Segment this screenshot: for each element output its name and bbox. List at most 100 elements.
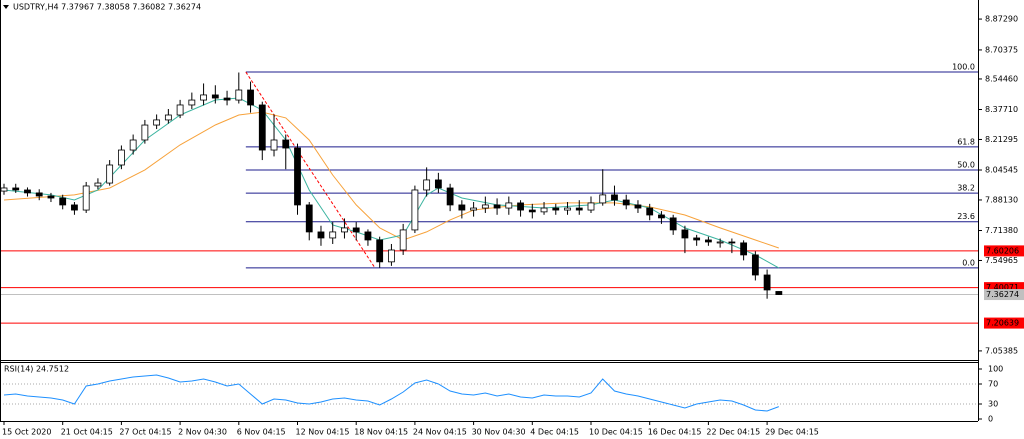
- candle-body: [223, 97, 231, 101]
- candle-body: [751, 254, 759, 276]
- candle-body: [211, 94, 219, 99]
- x-tick-label: 15 Oct 2020: [2, 428, 51, 437]
- candle-body: [317, 231, 325, 239]
- candle-body: [376, 239, 384, 263]
- y-tick-label: 8.54460: [985, 74, 1018, 83]
- candle-body: [282, 139, 290, 149]
- candle-body: [329, 231, 337, 239]
- frame: [0, 0, 979, 422]
- candle-body: [200, 94, 207, 101]
- price-tag: [984, 317, 1024, 329]
- candle-body: [528, 209, 536, 213]
- candle-body: [446, 187, 454, 206]
- candle-body: [728, 241, 736, 244]
- candle-body: [164, 114, 172, 121]
- x-tick-label: 18 Nov 04:15: [354, 428, 408, 437]
- candle-body: [564, 207, 571, 211]
- candle-body: [423, 179, 431, 191]
- candle-body: [82, 185, 90, 211]
- x-tick-label: 4 Dec 04:15: [530, 428, 579, 437]
- chart-title: USDTRY,H4 7.37967 7.38058 7.36082 7.3627…: [13, 3, 201, 12]
- candle-body: [505, 202, 513, 209]
- candle-body: [258, 104, 266, 151]
- y-tick-label: 100: [988, 365, 1003, 374]
- candle-body: [681, 229, 689, 239]
- x-tick-label: 21 Oct 04:15: [61, 428, 113, 437]
- y-tick-label: 0: [988, 415, 993, 424]
- x-tick-label: 2 Nov 04:30: [178, 428, 227, 437]
- candle-body: [775, 291, 783, 295]
- candle-body: [540, 207, 548, 213]
- candle-body: [364, 231, 372, 241]
- y-tick-label: 70: [988, 380, 998, 389]
- candle-body: [658, 214, 665, 219]
- y-tick-label: 30: [988, 400, 998, 409]
- y-tick-label: 7.88130: [985, 195, 1018, 204]
- candle-body: [270, 139, 278, 151]
- y-tick-label: 8.87290: [985, 15, 1018, 24]
- candle-body: [153, 119, 161, 126]
- fib-label: 0.0: [962, 258, 975, 267]
- fib-label: 23.6: [957, 212, 975, 221]
- fib-label: 50.0: [957, 160, 975, 169]
- fib-label: 38.2: [957, 184, 975, 193]
- menu-arrow[interactable]: [3, 5, 9, 9]
- rsi-title: RSI(14) 24.7512: [4, 365, 69, 374]
- price-tag: [984, 282, 1024, 294]
- candle-body: [622, 199, 630, 206]
- y-tick-label: 7.05385: [985, 346, 1018, 355]
- candle-body: [352, 227, 360, 233]
- candle-body: [24, 189, 31, 194]
- candle-body: [106, 164, 114, 184]
- candle-body: [12, 187, 20, 191]
- candle-body: [47, 195, 55, 199]
- candle-body: [611, 194, 618, 201]
- current-price-tag: [984, 289, 1024, 301]
- x-tick-label: 24 Nov 04:15: [413, 428, 467, 437]
- candle-body: [434, 179, 442, 189]
- candle-body: [470, 207, 478, 211]
- price-tag: [984, 245, 1024, 257]
- x-tick-label: 22 Dec 04:15: [706, 428, 760, 437]
- x-tick-label: 10 Dec 04:15: [589, 428, 643, 437]
- candle-body: [141, 124, 149, 141]
- candle-body: [599, 194, 607, 204]
- candle-body: [129, 139, 137, 151]
- x-tick-label: 12 Nov 04:15: [296, 428, 350, 437]
- trendline: [245, 71, 376, 269]
- x-tick-label: 16 Dec 04:15: [648, 428, 702, 437]
- current-price-label: 7.36274: [986, 290, 1019, 299]
- y-tick-label: 8.70375: [985, 45, 1018, 54]
- candle-body: [693, 237, 701, 241]
- candle-body: [517, 202, 524, 211]
- y-tick-label: 8.04545: [985, 166, 1018, 175]
- candle-body: [341, 227, 348, 233]
- candle-body: [740, 242, 748, 256]
- candle-body: [188, 99, 196, 106]
- price-tag-label: 7.40071: [986, 283, 1019, 292]
- x-tick-label: 29 Dec 04:15: [765, 428, 819, 437]
- candle-body: [646, 207, 654, 216]
- y-tick-label: 7.54965: [985, 256, 1018, 265]
- candle-body: [305, 204, 313, 233]
- candle-body: [481, 204, 489, 209]
- candle-body: [94, 182, 102, 187]
- rsi-line: [3, 374, 779, 412]
- y-tick-label: 7.71380: [985, 226, 1018, 235]
- candle-body: [176, 104, 184, 116]
- x-tick-label: 6 Nov 04:15: [237, 428, 286, 437]
- candle-body: [587, 202, 595, 211]
- price-tag-label: 7.60206: [986, 246, 1019, 255]
- candle-body: [575, 207, 583, 211]
- candle-body: [716, 241, 724, 244]
- candle-body: [634, 204, 642, 209]
- candle-body: [705, 239, 712, 243]
- candle-body: [247, 89, 254, 106]
- candle-body: [388, 249, 395, 263]
- y-tick-label: 8.21295: [985, 135, 1018, 144]
- y-tick-label: 8.37710: [985, 105, 1018, 114]
- candle-body: [669, 217, 677, 231]
- candle-body: [399, 229, 407, 251]
